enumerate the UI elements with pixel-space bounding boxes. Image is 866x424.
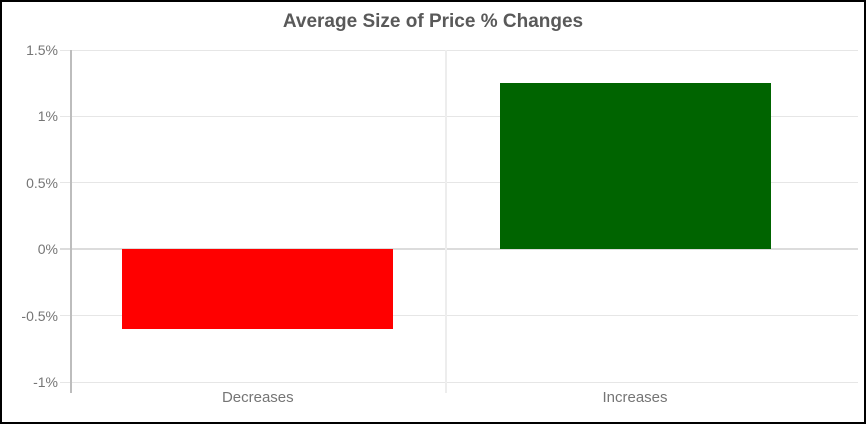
y-gridline [60, 381, 858, 383]
y-axis-line [70, 50, 72, 393]
x-axis-label-increases: Increases [602, 389, 668, 406]
chart-title: Average Size of Price % Changes [282, 11, 584, 32]
y-tick-label: 1.5% [26, 42, 58, 58]
bar-increases[interactable] [499, 83, 771, 250]
y-tick-label: 0.5% [26, 174, 58, 191]
zero-gridline [60, 248, 858, 251]
category-divider-gridline [444, 50, 447, 393]
bar-decreases[interactable] [122, 249, 394, 329]
y-tick-label: -0.5% [21, 307, 58, 324]
y-tick-label: 1% [37, 108, 58, 125]
y-gridline [60, 115, 858, 117]
y-tick-label: -1% [33, 374, 58, 390]
y-gridline [60, 315, 858, 317]
y-tick-label: 0% [37, 241, 58, 258]
x-axis-label-decreases: Decreases [221, 389, 294, 406]
y-gridline [60, 49, 858, 51]
y-gridline [60, 182, 858, 184]
